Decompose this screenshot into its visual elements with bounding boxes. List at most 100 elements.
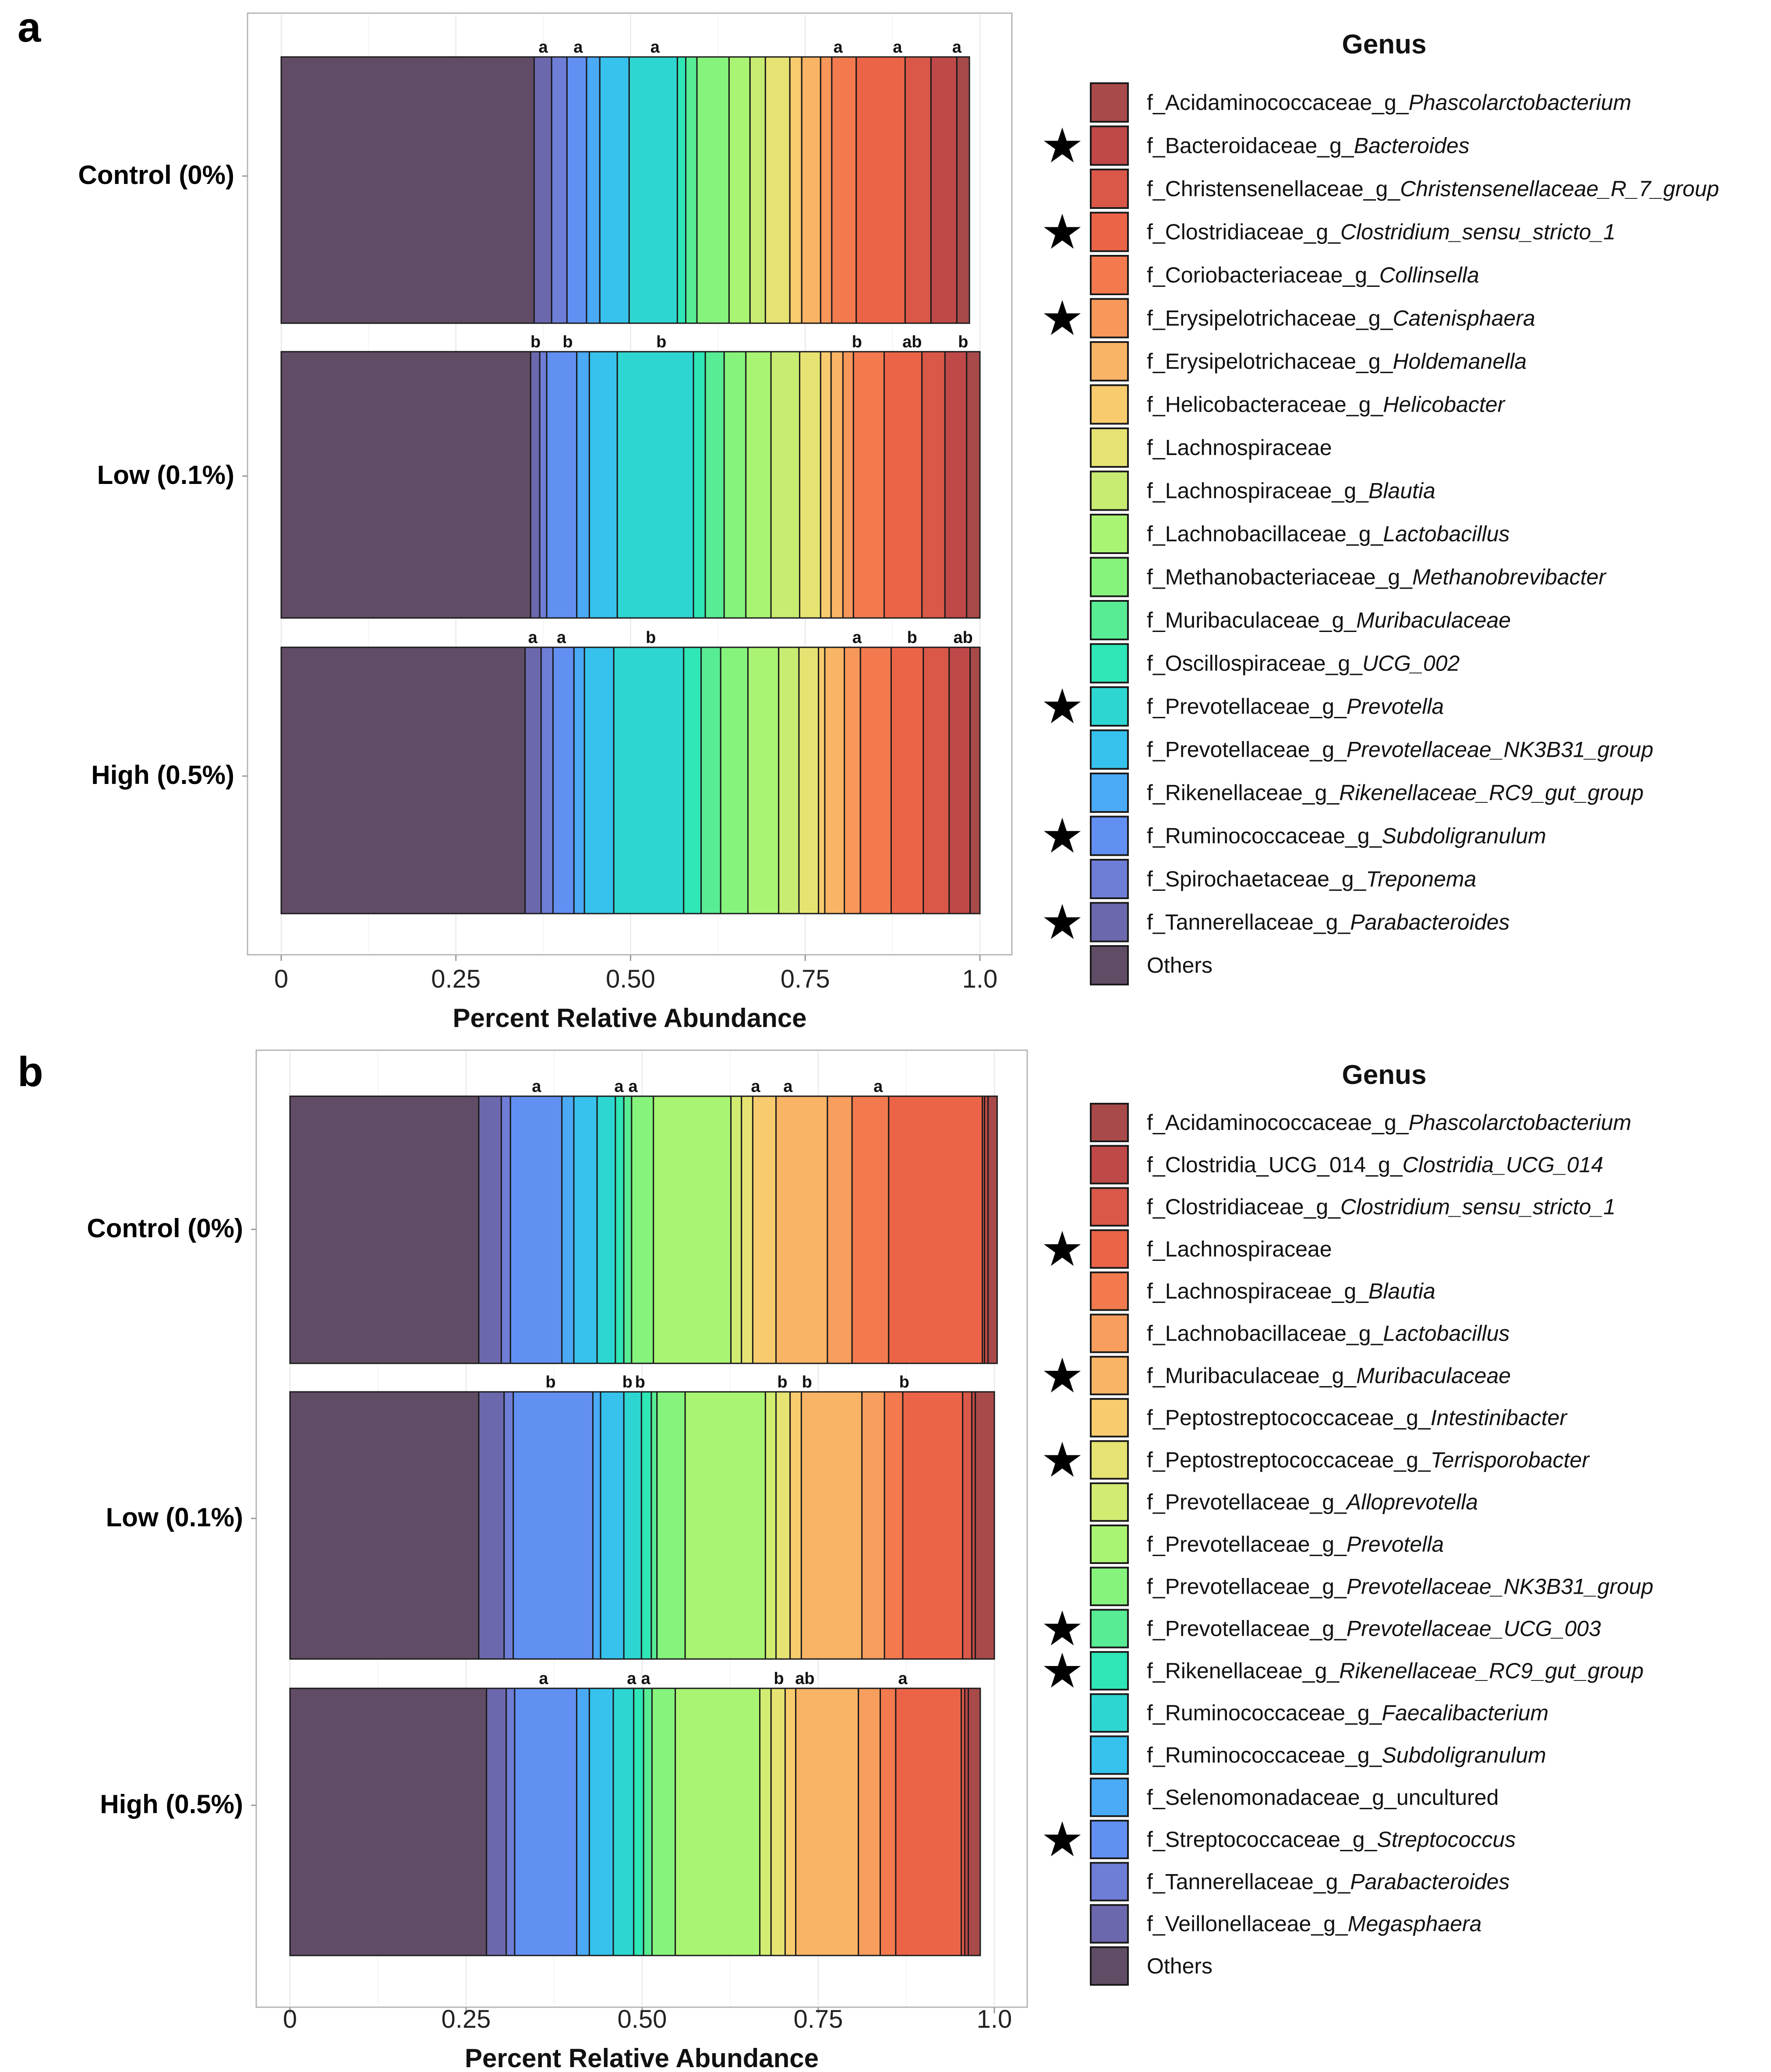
significance-star-icon: ★ bbox=[1041, 1602, 1084, 1656]
legend-label: f_Tannerellaceae_g_Parabacteroides bbox=[1147, 1869, 1509, 1894]
bar-segment bbox=[975, 1391, 995, 1660]
legend-family: f_Peptostreptococcaceae_g_ bbox=[1147, 1447, 1431, 1472]
category-label: Control (0%) bbox=[87, 1214, 243, 1243]
bar-segment bbox=[921, 351, 946, 619]
legend-swatch bbox=[1090, 1187, 1129, 1227]
bar-segment bbox=[546, 351, 578, 619]
bar-segment bbox=[503, 1391, 514, 1660]
legend-swatch bbox=[1090, 729, 1129, 770]
bar-segment bbox=[631, 1095, 654, 1364]
bar-segment bbox=[561, 1095, 575, 1364]
legend-label: f_Lachnospiraceae bbox=[1147, 435, 1332, 460]
significance-label: a bbox=[898, 1670, 908, 1688]
legend-family: f_Streptococcaceae_g_ bbox=[1147, 1827, 1378, 1852]
legend-item: f_Muribaculaceae_g_Muribaculaceae bbox=[1090, 600, 1511, 640]
significance-label: b bbox=[646, 628, 656, 647]
legend-item: f_Acidaminococcaceae_g_Phascolarctobacte… bbox=[1090, 82, 1631, 123]
legend-family: f_Selenomonadaceae_g_uncultured bbox=[1147, 1785, 1499, 1810]
legend-label: f_Lachnobacillaceae_g_Lactobacillus bbox=[1147, 1321, 1509, 1346]
legend-genus: Helicobacter bbox=[1383, 392, 1506, 417]
legend-genus: Phascolarctobacterium bbox=[1409, 1110, 1632, 1135]
bar-segment bbox=[730, 1095, 742, 1364]
bar-segment bbox=[552, 646, 575, 914]
significance-label: a bbox=[751, 1077, 760, 1096]
legend-family: f_Helicobacteraceae_g_ bbox=[1147, 392, 1383, 417]
bar-segment bbox=[513, 1391, 594, 1660]
bar-segment bbox=[855, 56, 906, 324]
bar-segment bbox=[566, 56, 587, 324]
legend-label: f_Peptostreptococcaceae_g_Intestinibacte… bbox=[1147, 1405, 1568, 1430]
legend-family: f_Tannerellaceae_g_ bbox=[1147, 910, 1350, 935]
legend-label: f_Erysipelotrichaceae_g_Catenisphaera bbox=[1147, 306, 1535, 331]
x-tick-label: 0.75 bbox=[794, 2005, 843, 2033]
legend-genus: Parabacteroides bbox=[1350, 1869, 1509, 1894]
significance-label: b bbox=[774, 1670, 784, 1688]
significance-star-icon: ★ bbox=[1041, 1222, 1084, 1276]
bar-segment bbox=[684, 1391, 766, 1660]
legend-swatch bbox=[1090, 125, 1129, 166]
bar-segment bbox=[969, 646, 981, 914]
bar-segment bbox=[720, 646, 749, 914]
bar-segment bbox=[824, 646, 845, 914]
significance-label: a bbox=[539, 38, 548, 56]
legend-label: f_Ruminococcaceae_g_Faecalibacterium bbox=[1147, 1701, 1548, 1725]
legend-swatch bbox=[1090, 600, 1129, 640]
bar-segment bbox=[923, 646, 950, 914]
x-tick-label: 0.50 bbox=[606, 965, 655, 993]
legend-item: f_Spirochaetaceae_g_Treponema bbox=[1090, 859, 1476, 899]
legend-swatch bbox=[1090, 1271, 1129, 1311]
legend-swatch bbox=[1090, 1946, 1129, 1986]
legend-genus: Megasphaera bbox=[1348, 1912, 1482, 1936]
legend-genus: Methanobrevibacter bbox=[1412, 565, 1607, 589]
legend-family: f_Prevotellaceae_g_ bbox=[1147, 1574, 1347, 1599]
legend-swatch bbox=[1090, 815, 1129, 856]
bar-segment bbox=[551, 56, 568, 324]
significance-label: b bbox=[852, 333, 862, 351]
legend-label: f_Muribaculaceae_g_Muribaculaceae bbox=[1147, 608, 1511, 632]
legend-family: f_Prevotellaceae_g_ bbox=[1147, 1532, 1347, 1557]
legend-label: f_Ruminococcaceae_g_Subdoligranulum bbox=[1147, 824, 1546, 848]
bar-segment bbox=[289, 1391, 480, 1660]
legend-label: f_Clostridiaceae_g_Clostridium_sensu_str… bbox=[1147, 1195, 1615, 1219]
significance-label: a bbox=[873, 1077, 883, 1096]
bar-segment bbox=[628, 56, 678, 324]
significance-label: a bbox=[557, 628, 566, 647]
legend-family: f_Lachnobacillaceae_g_ bbox=[1147, 1321, 1384, 1346]
significance-label: a bbox=[532, 1077, 541, 1096]
bar-0 bbox=[289, 1095, 998, 1364]
legend-family: f_Tannerellaceae_g_ bbox=[1147, 1869, 1350, 1894]
significance-label: a bbox=[573, 38, 583, 56]
bar-1 bbox=[289, 1391, 995, 1660]
bar-segment bbox=[592, 1391, 601, 1660]
legend-label: f_Christensenellaceae_g_Christensenellac… bbox=[1147, 176, 1719, 201]
bar-segment bbox=[650, 1391, 658, 1660]
bar-segment bbox=[968, 1687, 981, 1956]
bar-segment bbox=[289, 1687, 488, 1956]
legend-item: f_Clostridiaceae_g_Clostridium_sensu_str… bbox=[1041, 205, 1615, 259]
bar-segment bbox=[890, 646, 924, 914]
legend-genus: Muribaculaceae bbox=[1356, 608, 1511, 632]
bar-segment bbox=[693, 351, 706, 619]
legend-item: f_Lachnospiraceae_g_Blautia bbox=[1090, 1271, 1435, 1311]
bar-segment bbox=[764, 1391, 777, 1660]
legend-family: f_Clostridiaceae_g_ bbox=[1147, 220, 1341, 244]
legend-genus: Rikenellaceae_RC9_gut_group bbox=[1339, 1659, 1644, 1683]
significance-label: a bbox=[834, 38, 843, 56]
legend-label: f_Lachnospiraceae bbox=[1147, 1237, 1332, 1261]
significance-star-icon: ★ bbox=[1041, 896, 1084, 950]
bar-segment bbox=[966, 351, 981, 619]
legend-family: f_Rikenellaceae_g_ bbox=[1147, 1659, 1340, 1683]
legend-genus: Clostridia_UCG_014 bbox=[1403, 1152, 1604, 1177]
bar-segment bbox=[775, 1391, 791, 1660]
x-axis-title: Percent Relative Abundance bbox=[452, 1003, 806, 1033]
legend-label: f_Coriobacteriaceae_g_Collinsella bbox=[1147, 263, 1479, 287]
legend-genus: Christensenellaceae_R_7_group bbox=[1400, 176, 1719, 201]
legend-swatch bbox=[1090, 298, 1129, 339]
legend-label: f_Erysipelotrichaceae_g_Holdemanella bbox=[1147, 349, 1527, 374]
category-label: Control (0%) bbox=[78, 160, 234, 190]
significance-label: b bbox=[635, 1373, 645, 1391]
bar-0 bbox=[280, 56, 970, 324]
legend-item: f_Methanobacteriaceae_g_Methanobrevibact… bbox=[1090, 557, 1607, 597]
